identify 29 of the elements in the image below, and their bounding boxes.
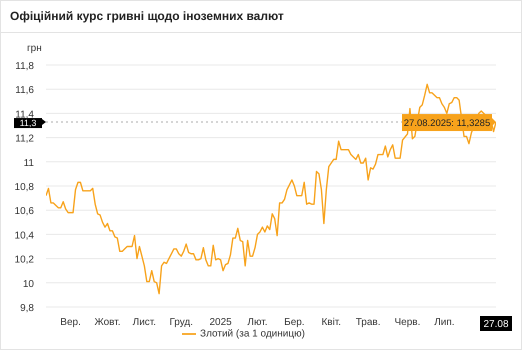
x-tick-label: Черв. xyxy=(394,317,420,328)
x-tick-label: Лист. xyxy=(132,317,156,328)
y-tick-label: 9,8 xyxy=(20,303,34,314)
x-tick-label: Трав. xyxy=(356,317,381,328)
y-tick-label: 11,6 xyxy=(15,85,34,96)
y-tick-label: 11,4 xyxy=(15,109,34,120)
x-tick-label: 27.08 xyxy=(483,319,509,330)
legend-label: Злотий (за 1 одиницю) xyxy=(200,328,305,340)
y-axis-title: грн xyxy=(27,43,42,54)
y-tick-label: 10 xyxy=(22,278,34,290)
y-tick-label: 10,8 xyxy=(14,182,34,193)
x-tick-label: Квіт. xyxy=(321,317,342,328)
x-tick-label: Жовт. xyxy=(94,317,120,328)
x-tick-label: Лип. xyxy=(434,317,455,328)
y-tick-label: 11,8 xyxy=(15,61,34,72)
x-tick-label: Лют. xyxy=(247,317,268,328)
y-tick-label: 10,6 xyxy=(14,206,34,218)
line-series xyxy=(46,84,496,294)
annotation: 27.08.2025: 11,3285 xyxy=(404,118,490,130)
y-tick-label: 11,2 xyxy=(15,134,34,145)
y-tick-label: 10,4 xyxy=(14,230,34,242)
x-tick-label: 2025 xyxy=(209,317,232,328)
x-tick-label: Вер. xyxy=(60,317,81,328)
chart-title: Офіційний курс гривні щодо іноземних валют xyxy=(1,1,521,33)
x-tick-label: Груд. xyxy=(169,317,194,328)
y-tick-label: 10,2 xyxy=(14,254,34,266)
ref-line-label: 11,3 xyxy=(20,118,36,128)
y-tick-label: 11 xyxy=(24,158,34,169)
x-tick-label: Бер. xyxy=(284,317,305,328)
